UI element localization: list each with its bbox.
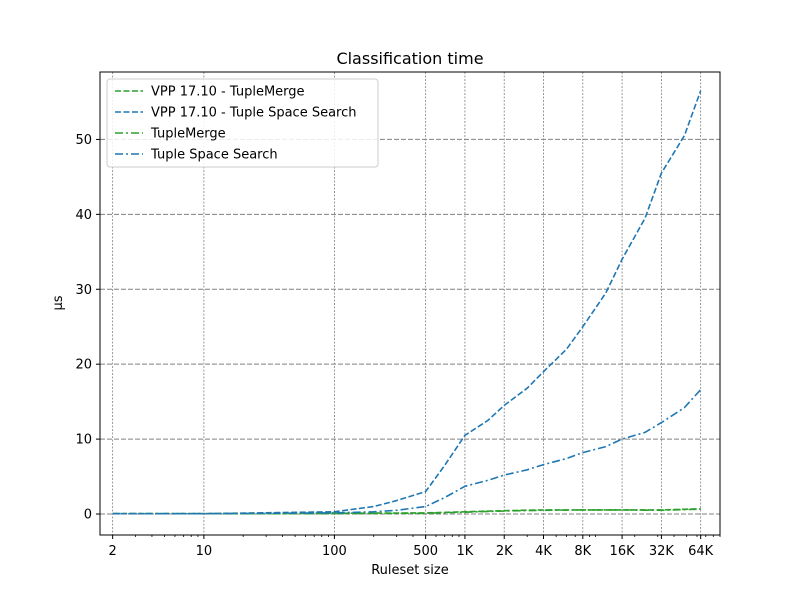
x-tick-label: 64K [688,544,714,559]
series-line [112,90,702,515]
axis-layer: 2 10 100 500 1K 2K 4K 8K 16K 32K 64K 0 10 20 30 40 50 [75,133,721,559]
y-tick-label: 40 [75,208,92,223]
y-tick-label: 0 [84,508,92,523]
x-tick-label: 2 [109,544,117,559]
x-tick-label: 100 [322,544,347,559]
series-layer [112,90,702,515]
y-tick-label: 20 [75,358,92,373]
chart-title: Classification time [336,49,483,68]
x-tick-label: 1K [457,544,474,559]
legend-label: VPP 17.10 - Tuple Space Search [151,106,357,121]
x-axis-label: Ruleset size [371,563,449,578]
y-tick-label: 50 [75,133,92,148]
y-tick-label: 10 [75,433,92,448]
x-tick-label: 8K [574,544,591,559]
legend-label: VPP 17.10 - TupleMerge [151,85,305,100]
x-tick-label: 10 [196,544,213,559]
legend-label: TupleMerge [150,127,226,142]
legend-label: Tuple Space Search [150,148,278,163]
y-tick-label: 30 [75,283,92,298]
x-tick-label: 32K [649,544,675,559]
x-tick-label: 500 [413,544,438,559]
x-tick-label: 16K [610,544,636,559]
legend-box [106,78,379,168]
x-tick-label: 4K [535,544,552,559]
legend: VPP 17.10 - TupleMerge VPP 17.10 - Tuple … [106,78,379,168]
y-axis-label: μs [51,295,66,310]
x-tick-label: 2K [496,544,513,559]
plot-frame [99,71,721,536]
